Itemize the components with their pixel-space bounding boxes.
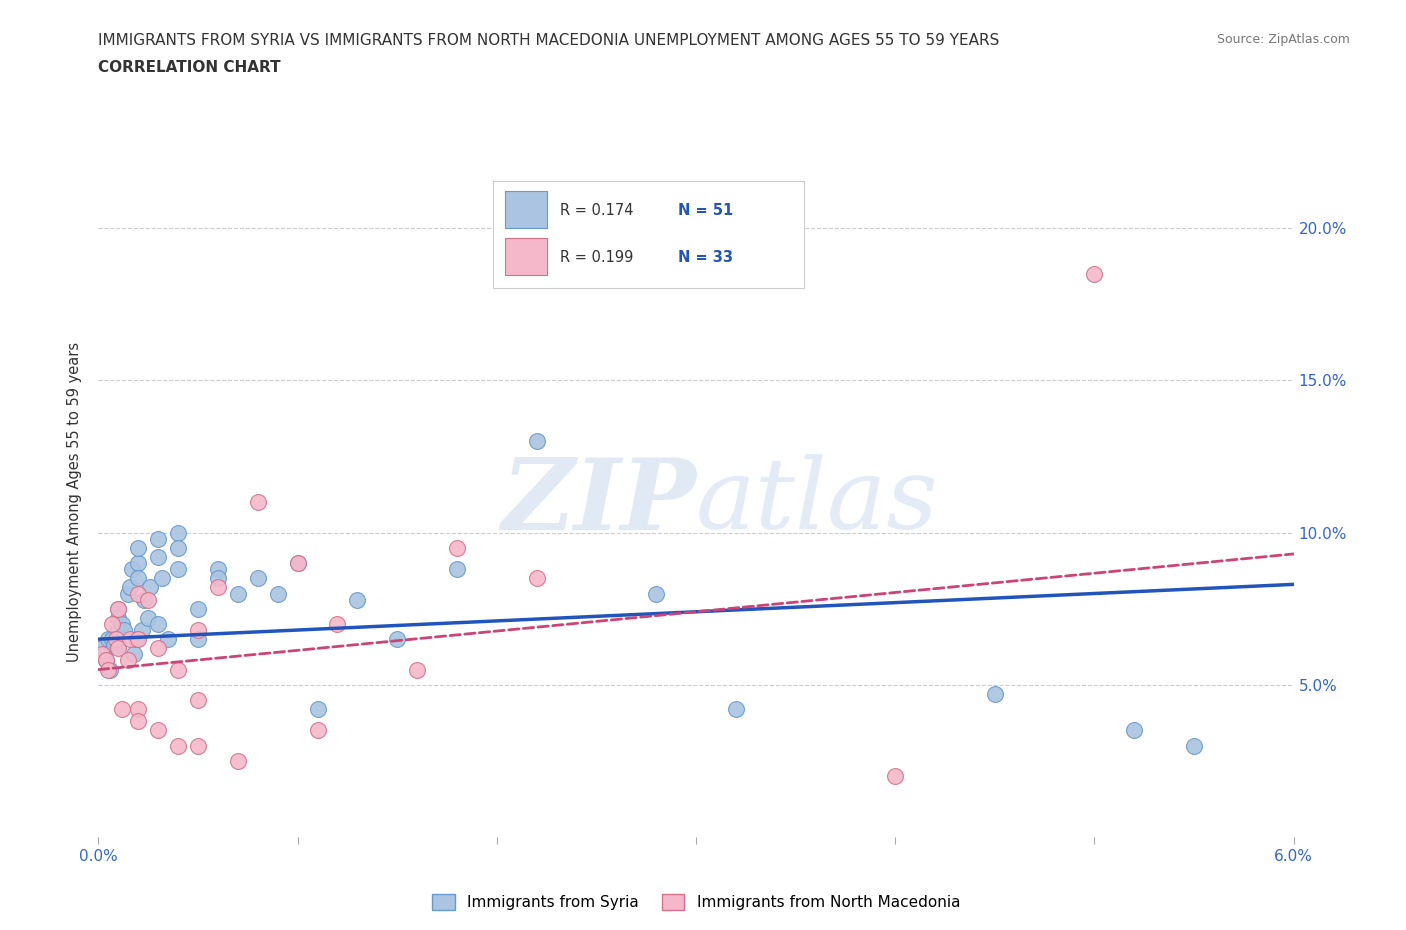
Text: IMMIGRANTS FROM SYRIA VS IMMIGRANTS FROM NORTH MACEDONIA UNEMPLOYMENT AMONG AGES: IMMIGRANTS FROM SYRIA VS IMMIGRANTS FROM… — [98, 33, 1000, 47]
Point — [127, 714, 149, 729]
Text: atlas: atlas — [696, 455, 939, 550]
Point — [884, 769, 907, 784]
Text: R = 0.174: R = 0.174 — [560, 204, 633, 219]
Point — [120, 580, 142, 595]
Point — [207, 562, 229, 577]
Point — [446, 540, 468, 555]
Point — [127, 540, 149, 555]
Point — [406, 662, 429, 677]
Point — [107, 641, 129, 656]
Point — [187, 602, 209, 617]
Point — [103, 638, 125, 653]
FancyBboxPatch shape — [494, 180, 804, 288]
FancyBboxPatch shape — [505, 238, 547, 274]
Point — [157, 631, 180, 646]
Point — [107, 610, 129, 625]
Point — [446, 562, 468, 577]
Point — [167, 540, 190, 555]
Point — [111, 617, 134, 631]
Point — [326, 617, 349, 631]
Point — [167, 738, 190, 753]
Text: R = 0.199: R = 0.199 — [560, 250, 633, 265]
Point — [307, 702, 329, 717]
Text: CORRELATION CHART: CORRELATION CHART — [98, 60, 281, 75]
Point — [127, 631, 149, 646]
Point — [246, 571, 269, 586]
Point — [187, 622, 209, 637]
Point — [148, 550, 170, 565]
Point — [148, 723, 170, 737]
Point — [124, 647, 146, 662]
Text: N = 51: N = 51 — [678, 204, 734, 219]
Point — [107, 602, 129, 617]
Point — [167, 562, 190, 577]
Point — [226, 586, 249, 601]
Point — [97, 662, 120, 677]
Point — [148, 531, 170, 546]
Point — [207, 580, 229, 595]
Point — [984, 686, 1007, 701]
Text: N = 33: N = 33 — [678, 250, 733, 265]
Point — [246, 495, 269, 510]
Point — [385, 631, 409, 646]
Point — [526, 571, 548, 586]
Point — [187, 693, 209, 708]
Point — [267, 586, 290, 601]
Point — [724, 702, 747, 717]
Point — [120, 631, 142, 646]
Point — [105, 631, 128, 646]
Point — [127, 586, 149, 601]
Point — [91, 641, 114, 656]
Point — [207, 571, 229, 586]
Point — [150, 571, 173, 586]
Point — [148, 617, 170, 631]
Point — [187, 738, 209, 753]
Point — [131, 622, 153, 637]
Point — [107, 602, 129, 617]
Point — [167, 662, 190, 677]
Point — [526, 434, 548, 449]
Legend: Immigrants from Syria, Immigrants from North Macedonia: Immigrants from Syria, Immigrants from N… — [426, 888, 966, 916]
Point — [91, 647, 114, 662]
Point — [97, 631, 120, 646]
Point — [307, 723, 329, 737]
Point — [107, 638, 129, 653]
Point — [107, 622, 129, 637]
Point — [98, 662, 122, 677]
Point — [96, 653, 118, 668]
Point — [112, 622, 135, 637]
Point — [187, 631, 209, 646]
Point — [226, 753, 249, 768]
Point — [117, 586, 139, 601]
Y-axis label: Unemployment Among Ages 55 to 59 years: Unemployment Among Ages 55 to 59 years — [67, 342, 83, 662]
Point — [1123, 723, 1146, 737]
Point — [127, 555, 149, 570]
Point — [125, 631, 148, 646]
Point — [287, 555, 309, 570]
Point — [287, 555, 309, 570]
Point — [1083, 267, 1105, 282]
Point — [134, 592, 156, 607]
Point — [96, 653, 118, 668]
Point — [645, 586, 668, 601]
Point — [101, 617, 124, 631]
Point — [111, 702, 134, 717]
Point — [121, 562, 143, 577]
Point — [127, 571, 149, 586]
Point — [148, 641, 170, 656]
Point — [1182, 738, 1205, 753]
Point — [127, 702, 149, 717]
FancyBboxPatch shape — [505, 191, 547, 228]
Point — [167, 525, 190, 540]
Point — [136, 592, 159, 607]
Point — [101, 631, 124, 646]
Point — [346, 592, 368, 607]
Point — [136, 610, 159, 625]
Text: ZIP: ZIP — [501, 454, 696, 551]
Point — [117, 653, 139, 668]
Text: Source: ZipAtlas.com: Source: ZipAtlas.com — [1216, 33, 1350, 46]
Point — [139, 580, 162, 595]
Point — [93, 647, 115, 662]
